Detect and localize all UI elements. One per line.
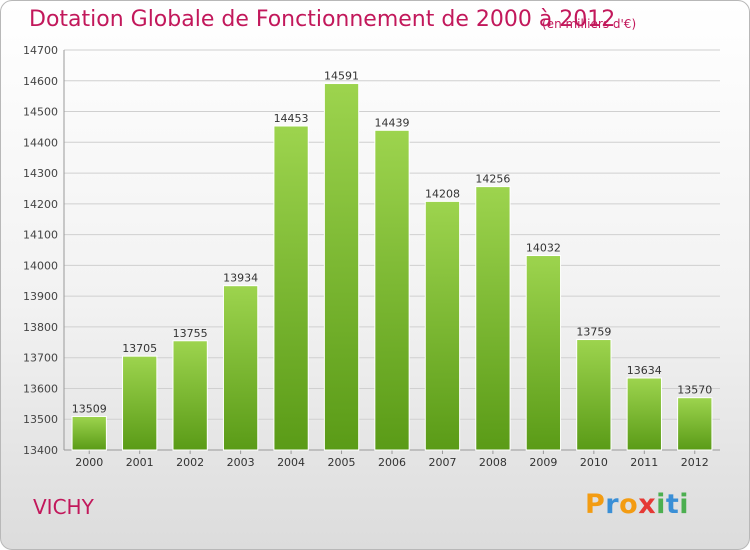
bar (222, 285, 259, 451)
logo-letter: r (605, 489, 620, 520)
y-tick-label: 14400 (23, 136, 58, 149)
data-label: 13705 (122, 342, 157, 355)
data-label: 14439 (375, 116, 410, 129)
bar (525, 255, 562, 451)
y-tick-label: 13800 (23, 321, 58, 334)
y-tick-label: 14200 (23, 198, 58, 211)
bar (576, 339, 612, 451)
bar (374, 129, 410, 451)
y-tick-label: 13700 (23, 352, 58, 365)
bar (172, 340, 208, 451)
x-tick-label: 2012 (681, 456, 709, 469)
x-tick-label: 2004 (277, 456, 305, 469)
proxiti-logo: Proxiti (585, 489, 689, 520)
data-label: 13759 (576, 326, 611, 339)
y-tick-label: 13500 (23, 413, 58, 426)
data-label: 14208 (425, 187, 460, 200)
x-tick-label: 2006 (378, 456, 406, 469)
y-tick-label: 14700 (23, 44, 58, 57)
bar (122, 355, 158, 451)
bar (71, 415, 107, 451)
y-tick-label: 13600 (23, 382, 58, 395)
y-tick-label: 13400 (23, 444, 58, 457)
x-tick-label: 2005 (328, 456, 356, 469)
bar (626, 377, 662, 451)
logo-letter: t (665, 489, 680, 520)
logo-letter: P (585, 489, 606, 520)
x-tick-label: 2003 (227, 456, 255, 469)
data-label: 13634 (627, 364, 662, 377)
data-label: 14256 (475, 173, 510, 186)
y-tick-label: 14100 (23, 229, 58, 242)
y-tick-label: 14500 (23, 106, 58, 119)
logo-letter: i (656, 489, 666, 520)
x-tick-label: 2009 (529, 456, 557, 469)
chart-subtitle: (en milliers d'€) (542, 17, 637, 31)
x-tick-label: 2007 (428, 456, 456, 469)
y-tick-label: 14000 (23, 259, 58, 272)
bar (323, 83, 360, 451)
y-tick-label: 13900 (23, 290, 58, 303)
bar (273, 125, 309, 451)
chart-title: Dotation Globale de Fonctionnement de 20… (29, 7, 616, 32)
data-label: 14453 (274, 112, 309, 125)
logo-letter: o (619, 489, 639, 520)
x-tick-label: 2002 (176, 456, 204, 469)
bar (475, 186, 511, 451)
data-label: 14032 (526, 242, 561, 255)
x-tick-label: 2001 (126, 456, 154, 469)
x-tick-label: 2011 (630, 456, 658, 469)
data-label: 13934 (223, 272, 258, 285)
bar (424, 200, 461, 451)
logo-letter: i (679, 489, 690, 520)
bar (677, 397, 713, 451)
data-label: 13755 (173, 327, 208, 340)
data-label: 13570 (677, 384, 712, 397)
city-label: VICHY (33, 495, 94, 519)
data-label: 14591 (324, 70, 359, 83)
data-label: 13509 (72, 402, 107, 415)
x-tick-label: 2010 (580, 456, 608, 469)
y-tick-label: 14300 (23, 167, 58, 180)
x-tick-label: 2008 (479, 456, 507, 469)
y-tick-label: 14600 (23, 75, 58, 88)
logo-letter: x (638, 489, 657, 520)
x-tick-label: 2000 (75, 456, 103, 469)
